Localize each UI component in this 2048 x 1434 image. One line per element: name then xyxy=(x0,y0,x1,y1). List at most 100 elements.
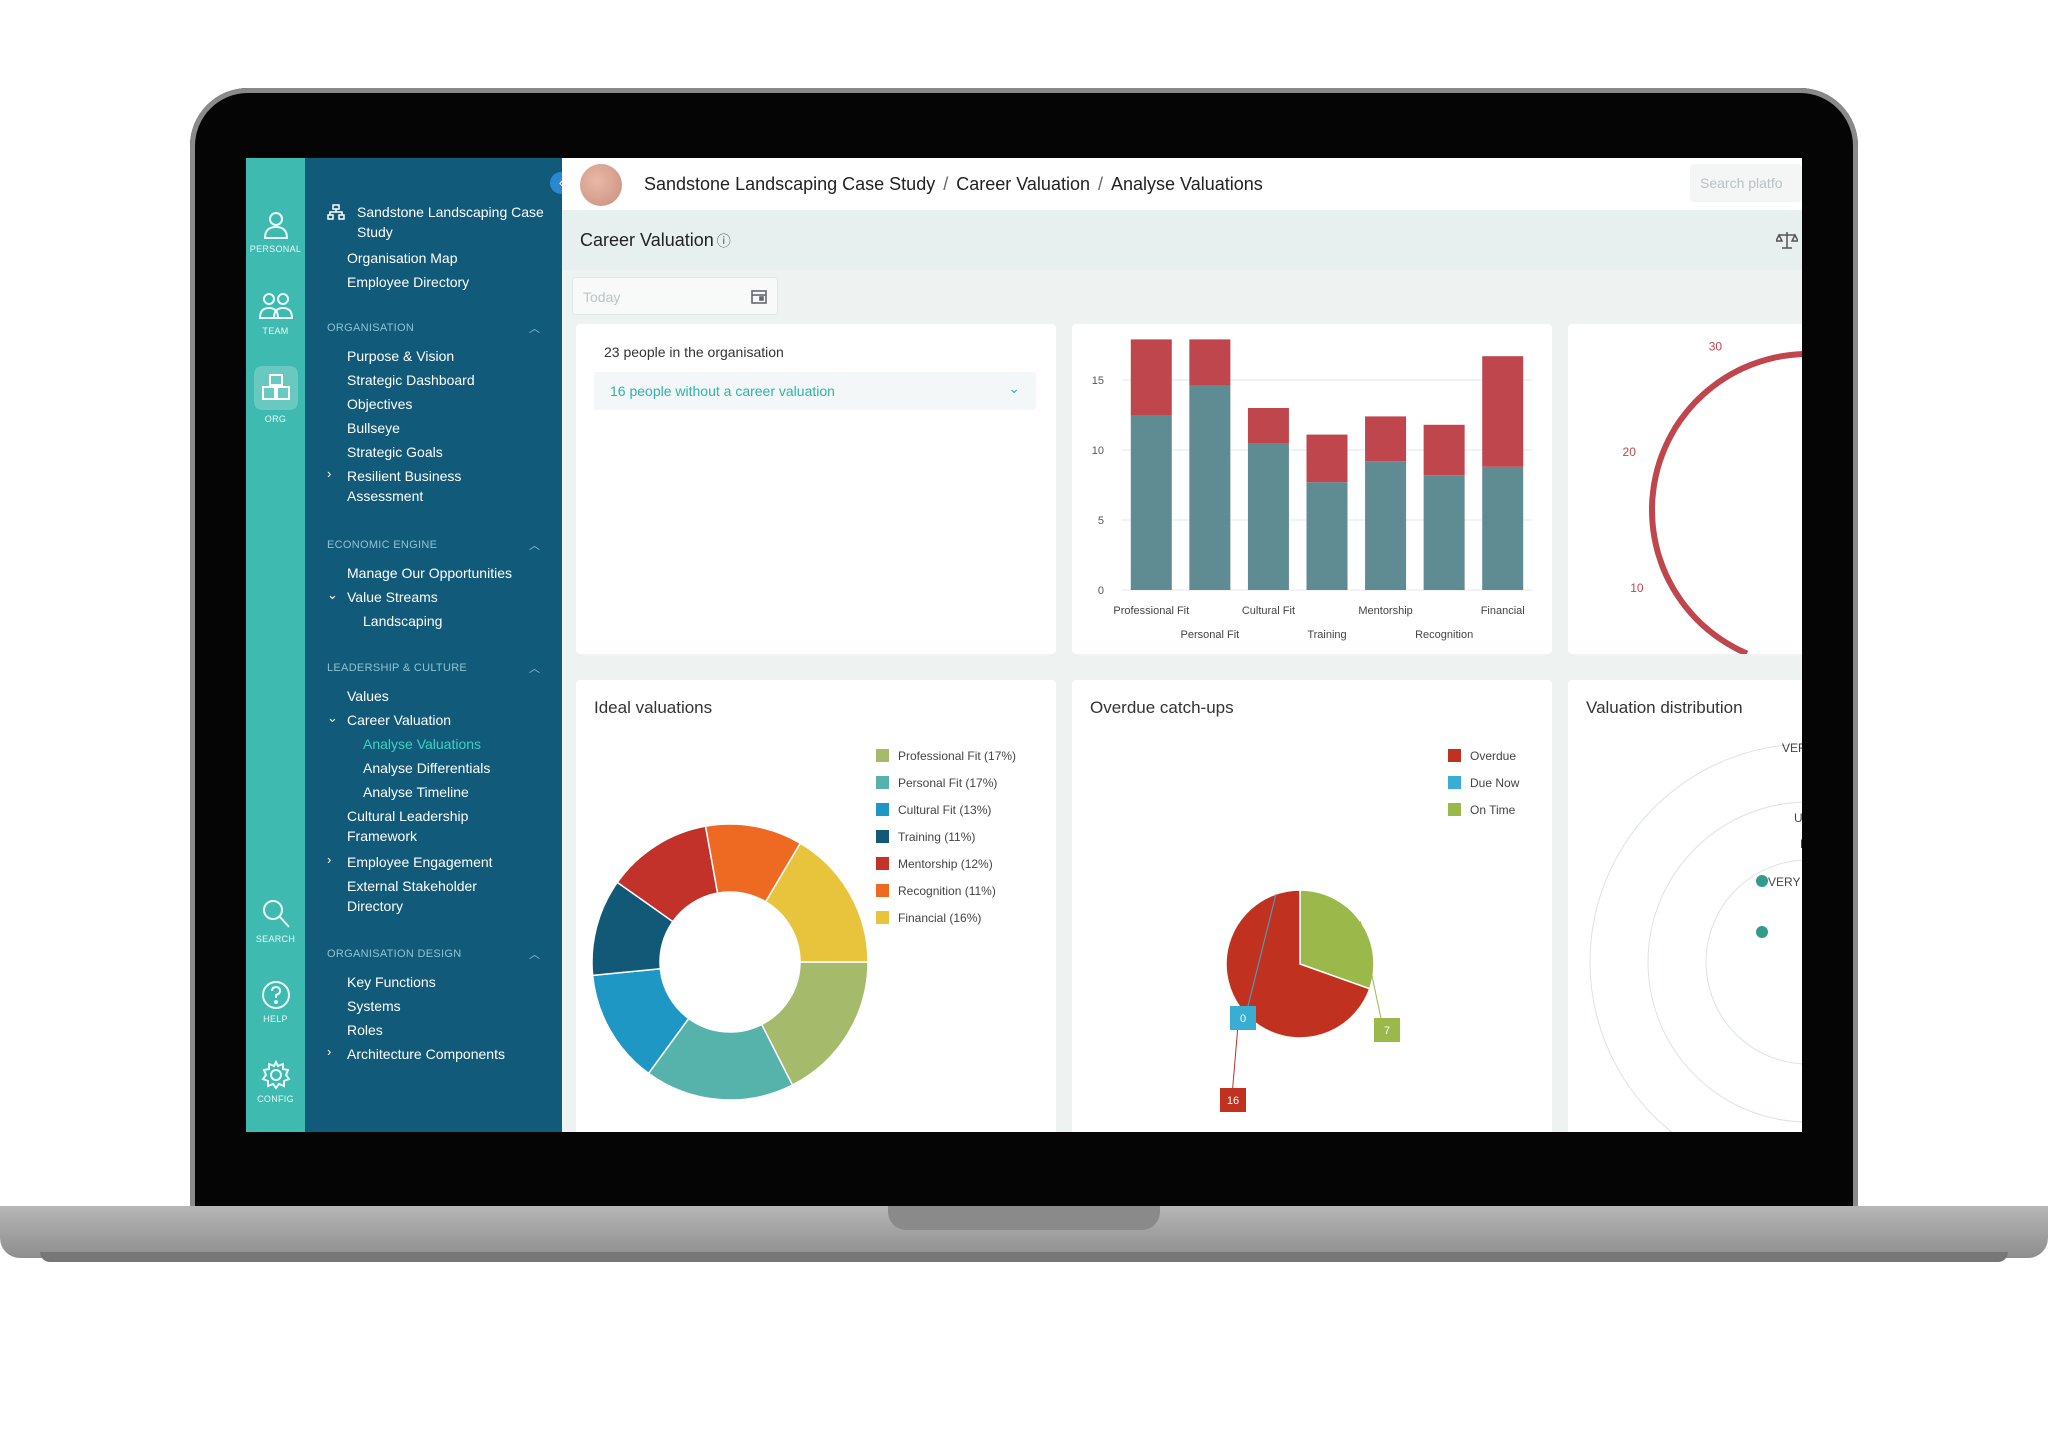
nav-objectives[interactable]: Objectives xyxy=(347,396,413,412)
nav-section-economic[interactable]: ECONOMIC ENGINE xyxy=(327,539,438,551)
nav-analyse-timeline[interactable]: Analyse Timeline xyxy=(363,784,469,800)
legend-item[interactable]: Recognition (11%) xyxy=(876,877,1016,904)
nav-strategic-goals[interactable]: Strategic Goals xyxy=(347,444,443,460)
nav-architecture-components[interactable]: Architecture Components xyxy=(347,1046,505,1062)
nav-section-leadership[interactable]: LEADERSHIP & CULTURE xyxy=(327,662,468,674)
chevron-right-icon[interactable]: › xyxy=(327,1044,332,1059)
bar-segment[interactable] xyxy=(1423,424,1465,476)
summary-card: 23 people in the organisation 16 people … xyxy=(576,324,1056,654)
legend-label: Professional Fit (17%) xyxy=(898,748,1017,763)
chevron-down-icon[interactable]: ⌄ xyxy=(1008,380,1020,396)
legend-swatch xyxy=(876,857,889,870)
pie-value-label: 0 xyxy=(1240,1013,1246,1025)
chevron-up-icon[interactable]: ︿ xyxy=(529,540,540,552)
breadcrumb: Sandstone Landscaping Case Study / Career … xyxy=(644,174,1263,194)
bar-segment[interactable] xyxy=(1482,466,1524,590)
bar-segment[interactable] xyxy=(1247,443,1289,590)
legend-label: Mentorship (12%) xyxy=(898,856,993,871)
bar-segment[interactable] xyxy=(1365,461,1407,590)
rail-team[interactable]: TEAM xyxy=(246,290,305,336)
nav-values[interactable]: Values xyxy=(347,688,389,704)
bar-segment[interactable] xyxy=(1189,339,1231,386)
balance-scale-icon[interactable] xyxy=(1776,230,1798,250)
rail-help[interactable]: HELP xyxy=(246,980,305,1024)
rail-config[interactable]: CONFIG xyxy=(246,1060,305,1104)
legend-item[interactable]: Overdue xyxy=(1448,742,1519,769)
overdue-legend: Overdue Due Now On Time xyxy=(1448,742,1519,823)
rail-personal[interactable]: PERSONAL xyxy=(246,210,305,254)
bar-segment[interactable] xyxy=(1306,482,1348,590)
nav-purpose-vision[interactable]: Purpose & Vision xyxy=(347,348,455,364)
legend-item[interactable]: Mentorship (12%) xyxy=(876,850,1016,877)
search-input[interactable]: Search platfo xyxy=(1690,164,1802,202)
legend-swatch xyxy=(876,749,889,762)
radar-ring xyxy=(1705,859,1802,1065)
page-title: Career Valuation ⓘ xyxy=(580,230,731,251)
legend-item[interactable]: Due Now xyxy=(1448,769,1519,796)
legend-item[interactable]: Financial (16%) xyxy=(876,904,1016,931)
legend-item[interactable]: Personal Fit (17%) xyxy=(876,769,1016,796)
chevron-up-icon[interactable]: ︿ xyxy=(529,323,540,335)
chevron-right-icon[interactable]: › xyxy=(327,852,332,867)
date-picker[interactable]: Today xyxy=(572,277,778,315)
nav-career-valuation[interactable]: Career Valuation xyxy=(347,712,452,728)
nav-external-stakeholder[interactable]: External Stakeholder Directory xyxy=(347,878,477,914)
bar-segment[interactable] xyxy=(1482,356,1524,467)
nav-value-streams[interactable]: Value Streams xyxy=(347,589,438,605)
legend-swatch xyxy=(876,776,889,789)
bar-segment[interactable] xyxy=(1189,385,1231,590)
nav-organisation-map[interactable]: Organisation Map xyxy=(347,250,458,266)
legend-label: Financial (16%) xyxy=(898,910,982,925)
nav-resilient-business[interactable]: Resilient Business Assessment xyxy=(347,468,462,504)
valuation-dropdown[interactable]: 16 people without a career valuation ⌄ xyxy=(594,372,1036,410)
legend-item[interactable]: On Time xyxy=(1448,796,1519,823)
org-avatar[interactable] xyxy=(580,164,622,206)
nav-landscaping[interactable]: Landscaping xyxy=(363,613,443,629)
breadcrumb-career-valuation[interactable]: Career Valuation xyxy=(956,174,1090,194)
nav-section-design[interactable]: ORGANISATION DESIGN xyxy=(327,948,462,960)
nav-roles[interactable]: Roles xyxy=(347,1022,383,1038)
rail-config-label: CONFIG xyxy=(257,1094,294,1104)
chevron-up-icon[interactable]: ︿ xyxy=(529,663,540,675)
nav-employee-directory[interactable]: Employee Directory xyxy=(347,274,470,290)
nav-section-organisation[interactable]: ORGANISATION xyxy=(327,322,415,334)
page-title-text: Career Valuation xyxy=(580,230,714,250)
rail-org[interactable]: ORG xyxy=(246,366,305,424)
bar-segment[interactable] xyxy=(1130,415,1172,590)
bar-segment[interactable] xyxy=(1423,475,1465,590)
nav-cultural-leadership[interactable]: Cultural Leadership Framework xyxy=(347,808,469,844)
breadcrumb-org[interactable]: Sandstone Landscaping Case Study xyxy=(644,174,936,194)
radar-point[interactable] xyxy=(1756,926,1768,938)
rail-search[interactable]: SEARCH xyxy=(246,898,305,944)
nav-org-name[interactable]: Sandstone Landscaping Case Study xyxy=(357,204,544,240)
bar-segment[interactable] xyxy=(1247,408,1289,443)
nav-key-functions[interactable]: Key Functions xyxy=(347,974,436,990)
bar-segment[interactable] xyxy=(1130,339,1172,415)
calendar-icon[interactable] xyxy=(751,289,767,304)
bar-segment[interactable] xyxy=(1306,434,1348,483)
chevron-right-icon[interactable]: › xyxy=(327,466,332,481)
nav-analyse-differentials[interactable]: Analyse Differentials xyxy=(363,760,491,776)
info-icon[interactable]: ⓘ xyxy=(716,233,731,249)
chevron-down-icon[interactable]: ⌄ xyxy=(327,587,338,602)
bar-segment[interactable] xyxy=(1365,416,1407,462)
help-icon xyxy=(261,981,290,1009)
chevron-down-icon[interactable]: ⌄ xyxy=(327,710,338,725)
radar-point[interactable] xyxy=(1756,875,1768,887)
nav-bullseye[interactable]: Bullseye xyxy=(347,420,400,436)
org-cubes-icon xyxy=(261,374,290,400)
nav-manage-opportunities[interactable]: Manage Our Opportunities xyxy=(347,565,512,581)
nav-analyse-valuations[interactable]: Analyse Valuations xyxy=(363,736,482,752)
nav-employee-engagement[interactable]: Employee Engagement xyxy=(347,854,493,870)
legend-item[interactable]: Cultural Fit (13%) xyxy=(876,796,1016,823)
chevron-up-icon[interactable]: ︿ xyxy=(529,949,540,961)
legend-item[interactable]: Training (11%) xyxy=(876,823,1016,850)
x-tick-label: Professional Fit xyxy=(1113,605,1189,617)
nav-strategic-dashboard[interactable]: Strategic Dashboard xyxy=(347,372,475,388)
nav-systems[interactable]: Systems xyxy=(347,998,401,1014)
donut-slice[interactable] xyxy=(764,842,869,963)
legend-item[interactable]: Professional Fit (17%) xyxy=(876,742,1016,769)
icon-rail: PERSONAL TEAM ORG SEARCH HELP CONFIG xyxy=(246,158,305,1132)
distribution-card: Valuation distribution VERY U UNH HA VERY xyxy=(1568,680,1802,1132)
date-picker-placeholder: Today xyxy=(583,289,621,305)
